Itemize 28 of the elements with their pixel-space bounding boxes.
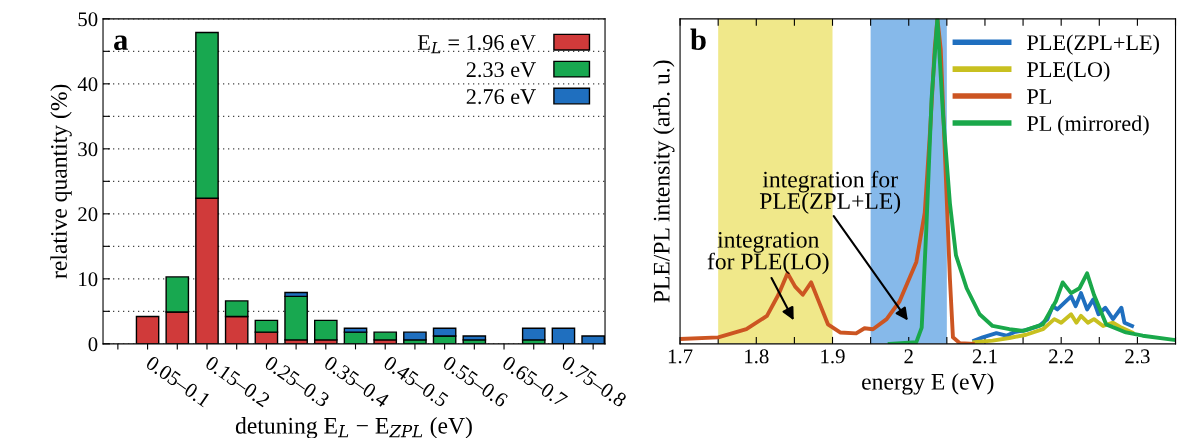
legend-label: PLE(ZPL+LE) xyxy=(1027,34,1159,55)
x-axis-title: energy E (eV) xyxy=(862,373,994,395)
y-tick-label: 20 xyxy=(78,207,98,222)
x-tick-label: 2.1 xyxy=(972,349,997,364)
legend-label: PLE(LO) xyxy=(1027,61,1110,82)
legend-label: E$_{L}$ = 1.96 eV xyxy=(417,35,536,54)
y-axis-title: PLE/PL intensity (arb. u.) xyxy=(653,60,675,303)
x-tick-label: 1.9 xyxy=(821,349,845,364)
annotation: b xyxy=(690,28,706,51)
legend-label: 2.33 eV xyxy=(466,62,536,78)
x-tick-label: 1.8 xyxy=(745,349,769,364)
y-tick-label: 30 xyxy=(78,142,98,157)
y-tick-label: 40 xyxy=(77,77,98,92)
y-tick-label: 10 xyxy=(79,272,98,287)
legend-label: PL (mirrored) xyxy=(1027,115,1149,136)
x-tick-label: 2.3 xyxy=(1125,349,1150,364)
x-axis-title: detuning E$_{L}$ − E$_{ZPL}$ (eV) xyxy=(235,417,472,438)
legend-label: 2.76 eV xyxy=(466,89,536,105)
y-tick-label: 50 xyxy=(78,12,98,27)
annotation: integration for PLE(LO) xyxy=(707,231,829,275)
x-tick-label: 1.7 xyxy=(668,349,693,364)
y-axis-title: relative quantity (%) xyxy=(50,84,72,279)
annotation: integration for PLE(ZPL+LE) xyxy=(759,170,901,214)
legend-label: PL xyxy=(1027,89,1052,104)
x-tick-label: 2.2 xyxy=(1049,349,1074,364)
annotation: a xyxy=(114,35,128,51)
x-tick-label: 2 xyxy=(904,349,913,364)
y-tick-label: 0 xyxy=(88,337,98,352)
